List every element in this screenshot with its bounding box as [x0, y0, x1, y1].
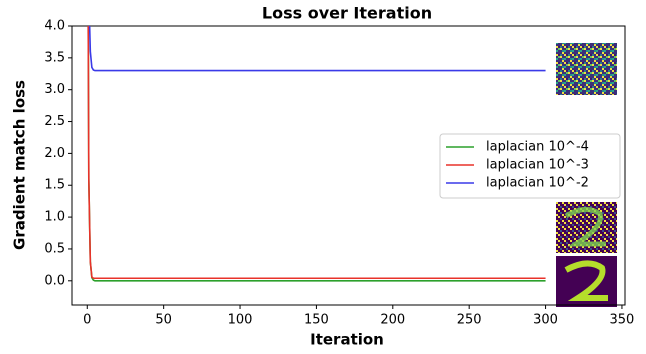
chart-title: Loss over Iteration [262, 4, 432, 23]
y-tick-label: 2.5 [44, 114, 65, 129]
legend-label: laplacian 10^-4 [486, 140, 589, 155]
y-tick-label: 0.0 [44, 273, 65, 288]
y-tick-label: 2.0 [44, 146, 65, 161]
legend-label: laplacian 10^-2 [486, 176, 589, 191]
y-tick-label: 3.0 [44, 82, 65, 97]
y-axis-label: Gradient match loss [11, 80, 29, 250]
y-tick-label: 0.5 [44, 241, 65, 256]
x-tick-label: 250 [457, 313, 482, 328]
x-tick-label: 150 [304, 313, 329, 328]
legend-label: laplacian 10^-3 [486, 158, 589, 173]
y-tick-label: 3.5 [44, 50, 65, 65]
x-tick-label: 0 [83, 313, 91, 328]
y-tick-label: 4.0 [44, 19, 65, 34]
x-tick-label: 100 [228, 313, 253, 328]
x-tick-label: 200 [380, 313, 405, 328]
x-tick-label: 50 [155, 313, 172, 328]
x-axis-label: Iteration [310, 331, 384, 349]
sample-image [556, 43, 617, 95]
x-tick-label: 350 [610, 313, 635, 328]
y-tick-label: 1.0 [44, 210, 65, 225]
chart: Loss over Iteration Iteration Gradient m… [0, 0, 646, 354]
x-tick-label: 300 [533, 313, 558, 328]
y-tick-label: 1.5 [44, 178, 65, 193]
